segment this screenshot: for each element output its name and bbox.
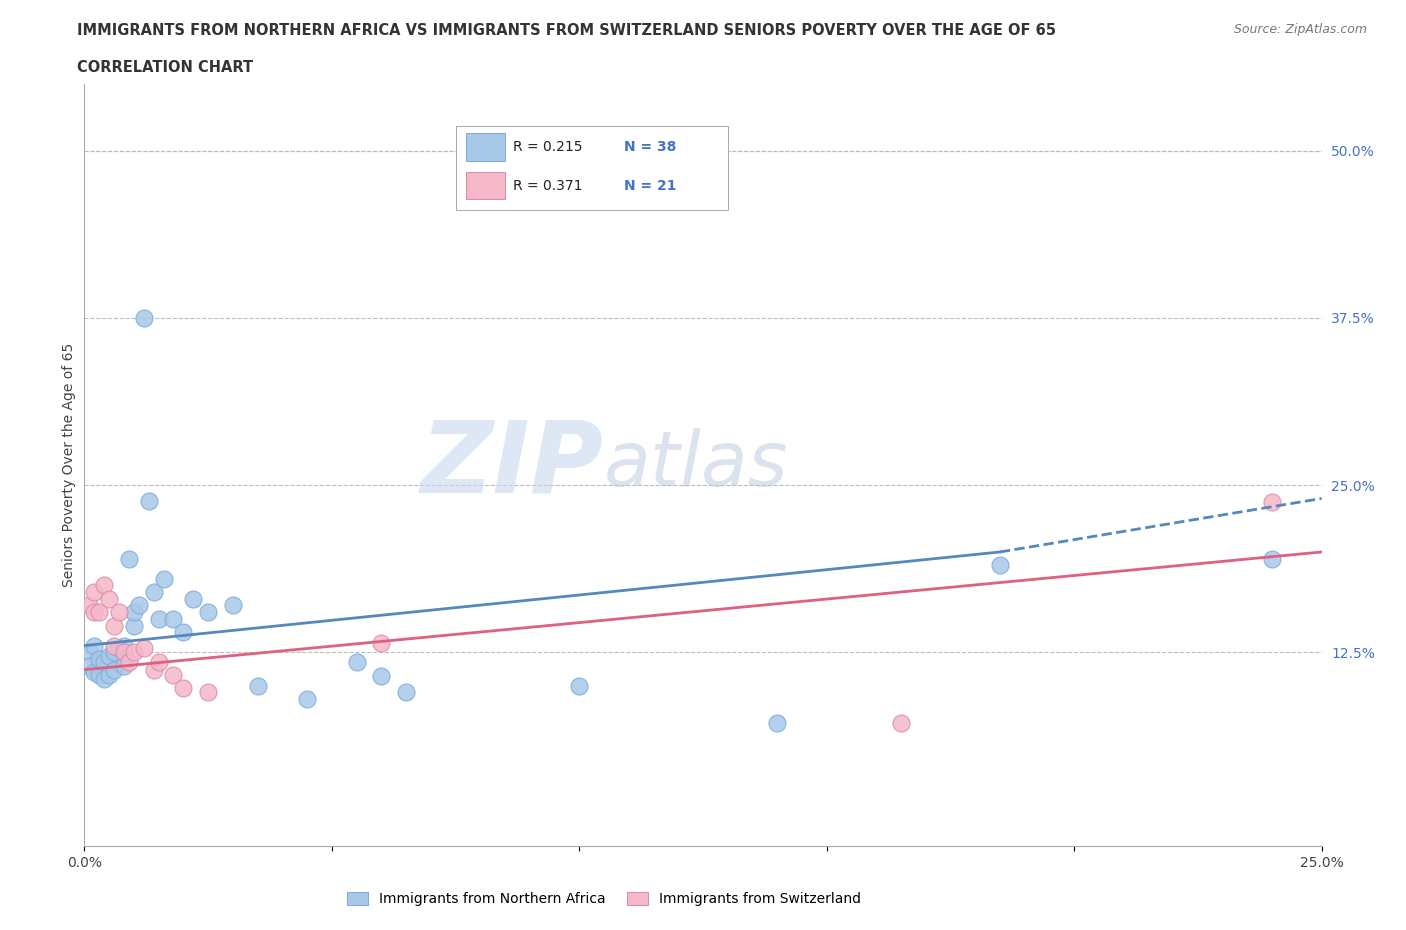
Point <box>89 604 111 619</box>
Point <box>766 716 789 731</box>
Point <box>197 685 219 700</box>
Point <box>132 311 155 325</box>
Point <box>346 654 368 669</box>
Point <box>103 638 125 653</box>
Point <box>162 611 184 626</box>
Point <box>79 658 101 673</box>
Bar <box>467 133 505 161</box>
Point <box>118 551 141 566</box>
Point <box>83 604 105 619</box>
Point <box>79 598 101 613</box>
Point <box>162 668 184 683</box>
Bar <box>467 172 505 199</box>
Point <box>568 678 591 693</box>
Point <box>172 681 194 696</box>
Text: N = 38: N = 38 <box>624 140 676 154</box>
Text: R = 0.371: R = 0.371 <box>513 179 582 193</box>
Point <box>132 641 155 656</box>
Point <box>89 668 111 683</box>
Text: IMMIGRANTS FROM NORTHERN AFRICA VS IMMIGRANTS FROM SWITZERLAND SENIORS POVERTY O: IMMIGRANTS FROM NORTHERN AFRICA VS IMMIG… <box>77 23 1056 38</box>
Point <box>108 641 131 656</box>
Point <box>890 716 912 731</box>
Point <box>148 611 170 626</box>
Point <box>122 644 145 659</box>
Point <box>138 494 160 509</box>
Point <box>98 668 121 683</box>
Point <box>122 618 145 633</box>
Point <box>181 591 204 606</box>
Point <box>93 578 115 592</box>
Point <box>1261 551 1284 566</box>
Point <box>142 585 165 600</box>
Point <box>112 658 135 673</box>
Point <box>112 638 135 653</box>
Point <box>222 598 245 613</box>
Text: R = 0.215: R = 0.215 <box>513 140 582 154</box>
Point <box>142 662 165 677</box>
Point <box>246 678 269 693</box>
Point <box>83 585 105 600</box>
Point <box>103 618 125 633</box>
Point <box>295 692 318 707</box>
Point <box>103 644 125 659</box>
Text: ZIP: ZIP <box>420 417 605 513</box>
Point <box>93 671 115 686</box>
Point <box>83 638 105 653</box>
Text: atlas: atlas <box>605 428 789 502</box>
Point <box>370 635 392 650</box>
Point <box>172 625 194 640</box>
Point <box>395 685 418 700</box>
Point <box>370 669 392 684</box>
Point <box>118 654 141 669</box>
Point <box>1261 495 1284 510</box>
Legend: Immigrants from Northern Africa, Immigrants from Switzerland: Immigrants from Northern Africa, Immigra… <box>342 886 866 911</box>
Point <box>98 649 121 664</box>
Point <box>112 644 135 659</box>
Text: CORRELATION CHART: CORRELATION CHART <box>77 60 253 75</box>
Point <box>98 591 121 606</box>
Point <box>988 558 1011 573</box>
Point <box>89 652 111 667</box>
Point <box>108 604 131 619</box>
Point <box>122 604 145 619</box>
Point <box>103 662 125 677</box>
Point <box>83 665 105 680</box>
Text: N = 21: N = 21 <box>624 179 676 193</box>
Point <box>128 598 150 613</box>
Point <box>152 571 174 586</box>
Point <box>148 654 170 669</box>
Point <box>79 644 101 659</box>
Point <box>197 604 219 619</box>
Point <box>93 654 115 669</box>
Y-axis label: Seniors Poverty Over the Age of 65: Seniors Poverty Over the Age of 65 <box>62 343 76 587</box>
Text: Source: ZipAtlas.com: Source: ZipAtlas.com <box>1233 23 1367 36</box>
